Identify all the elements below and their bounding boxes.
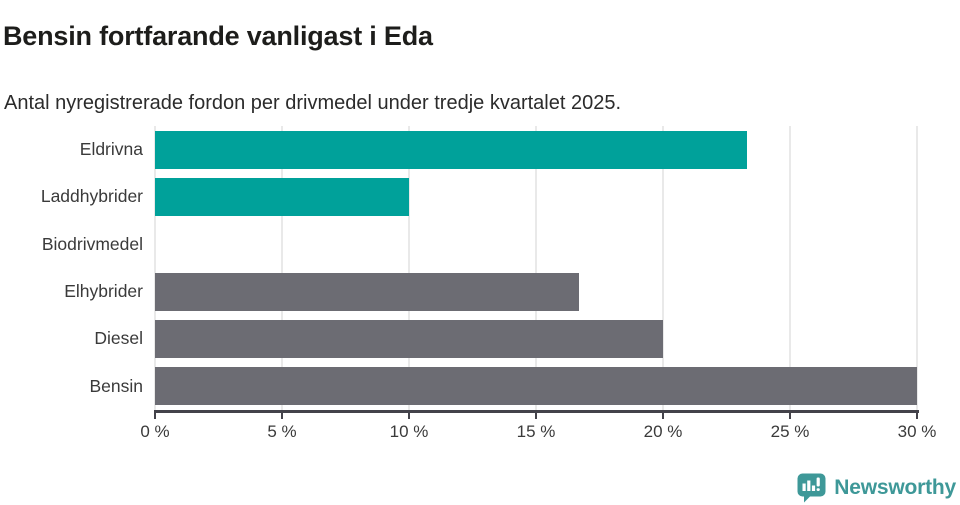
- bar-diesel: [155, 320, 663, 358]
- bar-eldrivna: [155, 130, 747, 169]
- bar-elhybrider: [155, 272, 580, 311]
- chart-title: Bensin fortfarande vanligast i Eda: [3, 21, 433, 52]
- x-axis-tick: [789, 412, 791, 419]
- gridline: [281, 126, 283, 410]
- bar-chart-plot-area: [154, 126, 918, 410]
- category-label-biodrivmedel: Biodrivmedel: [41, 233, 143, 254]
- x-axis-tick: [916, 412, 918, 419]
- chart-subtitle: Antal nyregistrerade fordon per drivmede…: [4, 92, 622, 114]
- x-axis-tick-label: 15 %: [516, 422, 556, 441]
- x-axis-tick-label: 20 %: [643, 422, 683, 441]
- x-axis-line: [154, 410, 919, 413]
- category-label-laddhybrider: Laddhybrider: [40, 186, 143, 207]
- gridline: [154, 126, 156, 410]
- bar-bensin: [155, 367, 917, 406]
- newsworthy-wordmark: Newsworthy: [834, 475, 956, 499]
- category-label-bensin: Bensin: [89, 375, 143, 396]
- gridline: [916, 126, 918, 410]
- gridline: [662, 126, 664, 410]
- newsworthy-icon: [797, 473, 826, 503]
- x-axis-tick-label: 5 %: [267, 422, 297, 441]
- x-axis-tick-label: 10 %: [389, 422, 429, 441]
- gridline: [789, 126, 791, 410]
- category-label-diesel: Diesel: [94, 328, 143, 349]
- x-axis-tick: [662, 412, 664, 419]
- gridline: [408, 126, 410, 410]
- category-label-elhybrider: Elhybrider: [64, 281, 143, 302]
- x-axis-tick: [408, 412, 410, 419]
- bar-laddhybrider: [155, 178, 409, 216]
- newsworthy-logo: Newsworthy: [796, 472, 956, 503]
- x-axis-tick: [154, 412, 156, 419]
- x-axis-tick: [535, 412, 537, 419]
- x-axis-tick-label: 30 %: [897, 422, 937, 441]
- category-label-eldrivna: Eldrivna: [79, 139, 143, 160]
- x-axis-tick-label: 25 %: [770, 422, 810, 441]
- x-axis-tick-label: 0 %: [140, 422, 170, 441]
- x-axis-tick: [281, 412, 283, 419]
- gridline: [535, 126, 537, 410]
